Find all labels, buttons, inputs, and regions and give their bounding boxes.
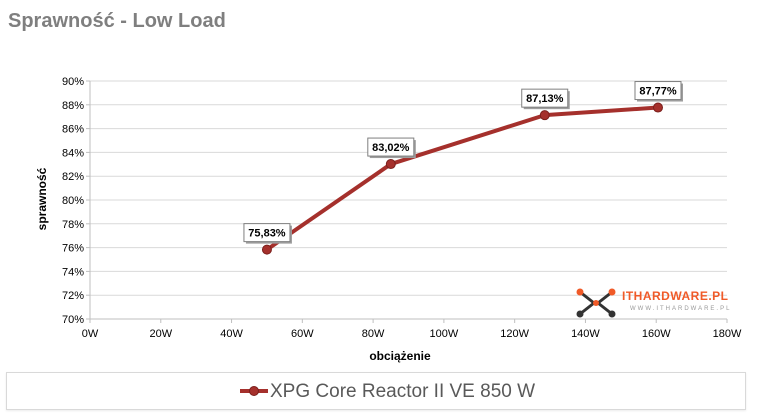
y-axis-title: sprawność bbox=[35, 167, 49, 230]
x-tick-label: 100W bbox=[430, 328, 459, 340]
data-label: 75,83% bbox=[248, 228, 286, 240]
x-tick-label: 20W bbox=[149, 328, 172, 340]
x-tick-label: 60W bbox=[291, 328, 314, 340]
y-tick-label: 88% bbox=[62, 100, 84, 112]
y-tick-label: 82% bbox=[62, 171, 84, 183]
y-tick-label: 86% bbox=[62, 124, 84, 136]
y-tick-label: 80% bbox=[62, 195, 84, 207]
data-point bbox=[261, 244, 272, 255]
data-label-box bbox=[367, 137, 415, 157]
chart: 70% 72% 74% 76% 78% 80% 82% 84% 86% 88% 90% 0W 20W 40… bbox=[35, 76, 742, 363]
watermark-text: ITHARDWARE.PL bbox=[622, 289, 729, 303]
y-tick-label: 74% bbox=[62, 266, 84, 278]
data-label: 83,02% bbox=[372, 142, 410, 154]
data-label-box bbox=[243, 223, 291, 243]
y-tick-label: 78% bbox=[62, 219, 84, 231]
grid-lines bbox=[90, 80, 727, 320]
x-tick-label: 180W bbox=[713, 328, 742, 340]
y-tick-label: 70% bbox=[62, 314, 84, 326]
x-tick-label: 140W bbox=[571, 328, 600, 340]
y-tick-label: 76% bbox=[62, 243, 84, 255]
x-tick-label: 120W bbox=[500, 328, 529, 340]
legend: XPG Core Reactor II VE 850 W bbox=[6, 372, 746, 410]
series-line bbox=[265, 105, 659, 252]
data-label-box bbox=[634, 81, 682, 101]
data-label: 87,77% bbox=[639, 86, 677, 98]
x-tick-label: 80W bbox=[362, 328, 385, 340]
x-tick-label: 0W bbox=[82, 328, 99, 340]
x-tick-label: 160W bbox=[642, 328, 671, 340]
data-point bbox=[652, 102, 663, 113]
logo-icon bbox=[576, 288, 616, 318]
axes: 70% 72% 74% 76% 78% 80% 82% 84% 86% 88% 90% 0W 20W 40… bbox=[62, 76, 742, 340]
watermark-logo: ITHARDWARE.PL WWW.ITHARDWARE.PL bbox=[574, 286, 734, 320]
x-axis-title: obciążenie bbox=[369, 349, 431, 363]
data-label-box bbox=[521, 88, 569, 108]
series-layer bbox=[261, 102, 663, 255]
legend-label: XPG Core Reactor II VE 850 W bbox=[270, 381, 536, 402]
legend-swatch bbox=[240, 386, 268, 396]
y-tick-label: 84% bbox=[62, 147, 84, 159]
page-title: Sprawność - Low Load bbox=[8, 10, 226, 32]
data-labels: 75,83% 83,02% 87,13% 87,77% bbox=[243, 81, 683, 244]
y-tick-label: 72% bbox=[62, 290, 84, 302]
data-point bbox=[385, 159, 396, 170]
data-point bbox=[539, 110, 550, 121]
x-tick-label: 40W bbox=[220, 328, 243, 340]
data-label: 87,13% bbox=[526, 93, 564, 105]
watermark-subtext: WWW.ITHARDWARE.PL bbox=[630, 306, 732, 312]
y-tick-label: 90% bbox=[62, 76, 84, 88]
